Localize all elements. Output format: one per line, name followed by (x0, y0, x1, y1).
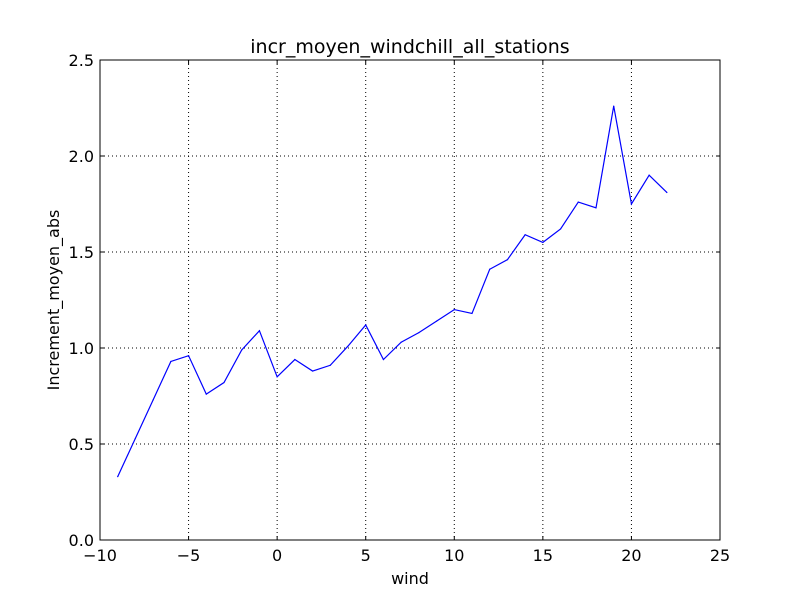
data-point (453, 309, 455, 311)
y-tick-label: 0.0 (69, 531, 94, 550)
series-layer (117, 105, 668, 478)
data-point (630, 203, 633, 205)
data-point (471, 312, 473, 315)
data-point (577, 201, 579, 203)
y-axis-label: Increment_moyen_abs (44, 210, 64, 391)
data-point (311, 370, 314, 372)
data-point (559, 228, 562, 230)
data-point (187, 355, 190, 357)
data-point (134, 437, 137, 439)
x-tick-label: −5 (177, 546, 201, 565)
data-point (382, 358, 385, 361)
data-point (418, 332, 420, 334)
data-point (524, 234, 526, 236)
data-point (666, 191, 668, 194)
x-tick-label: −10 (83, 546, 117, 565)
data-point (117, 476, 119, 478)
chart-title: incr_moyen_windchill_all_stations (250, 36, 569, 58)
data-point (648, 174, 650, 176)
data-point (223, 381, 225, 384)
data-point (152, 399, 154, 401)
data-point (294, 358, 296, 361)
axis-ticks: −10 −5 0 5 10 15 20 25 0.0 0.5 1.0 1.5 2.0 2.5 (69, 51, 731, 565)
data-point (435, 320, 438, 322)
data-point (506, 259, 509, 261)
data-point (170, 360, 172, 363)
data-point (258, 330, 261, 332)
series-line (117, 105, 668, 477)
y-tick-label: 2.0 (69, 147, 94, 166)
data-point (205, 393, 207, 395)
y-tick-label: 2.5 (69, 51, 94, 70)
x-tick-label: 0 (272, 546, 282, 565)
plot-frame (99, 59, 721, 541)
data-point (329, 364, 331, 366)
data-point (241, 349, 243, 351)
x-tick-label: 10 (444, 546, 464, 565)
x-tick-label: 5 (361, 546, 371, 565)
y-tick-label: 1.5 (69, 243, 94, 262)
data-point (489, 268, 491, 270)
y-tick-label: 1.0 (69, 339, 94, 358)
x-tick-label: 20 (621, 546, 641, 565)
x-tick-label: 25 (710, 546, 730, 565)
y-tick-label: 0.5 (69, 435, 94, 454)
x-tick-label: 15 (533, 546, 553, 565)
data-point (347, 345, 349, 347)
x-axis-label: wind (391, 569, 429, 588)
data-point (595, 207, 597, 209)
grid-lines (100, 60, 720, 540)
data-point (365, 324, 367, 326)
data-point (400, 341, 402, 343)
data-point (542, 241, 544, 243)
data-point (613, 105, 615, 107)
data-point (276, 376, 278, 378)
